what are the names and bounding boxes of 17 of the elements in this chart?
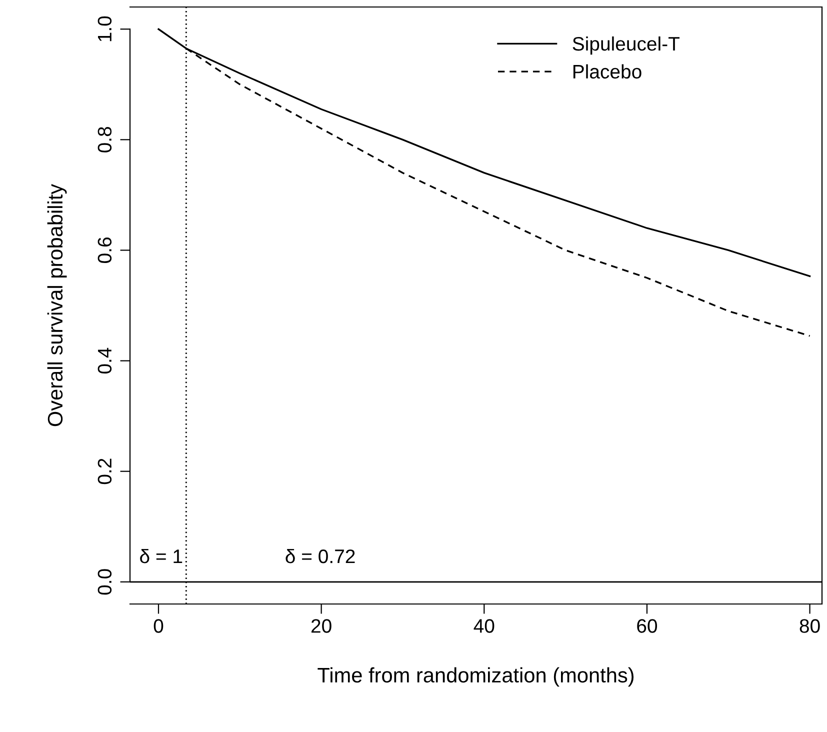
y-tick-label: 0.2 <box>98 458 112 484</box>
x-tick-label: 20 <box>311 619 332 633</box>
x-tick-label: 0 <box>154 619 164 633</box>
annotation: δ = 1 <box>140 548 182 564</box>
legend-label: Sipuleucel-T <box>572 36 680 55</box>
x-axis-title: Time from randomization (months) <box>318 667 634 687</box>
x-tick-label: 40 <box>474 619 494 633</box>
x-tick-label: 80 <box>800 619 820 633</box>
y-axis-title: Overall survival probability <box>47 184 67 426</box>
y-tick-label: 0.4 <box>98 348 112 374</box>
y-tick-label: 1.0 <box>98 16 112 42</box>
y-tick-label: 0.8 <box>98 126 112 152</box>
y-tick-label: 0.6 <box>98 238 112 263</box>
annotation: δ = 0.72 <box>286 548 355 564</box>
y-tick-label: 0.0 <box>98 569 112 595</box>
x-tick-label: 60 <box>637 619 658 633</box>
legend-label: Placebo <box>573 64 642 79</box>
